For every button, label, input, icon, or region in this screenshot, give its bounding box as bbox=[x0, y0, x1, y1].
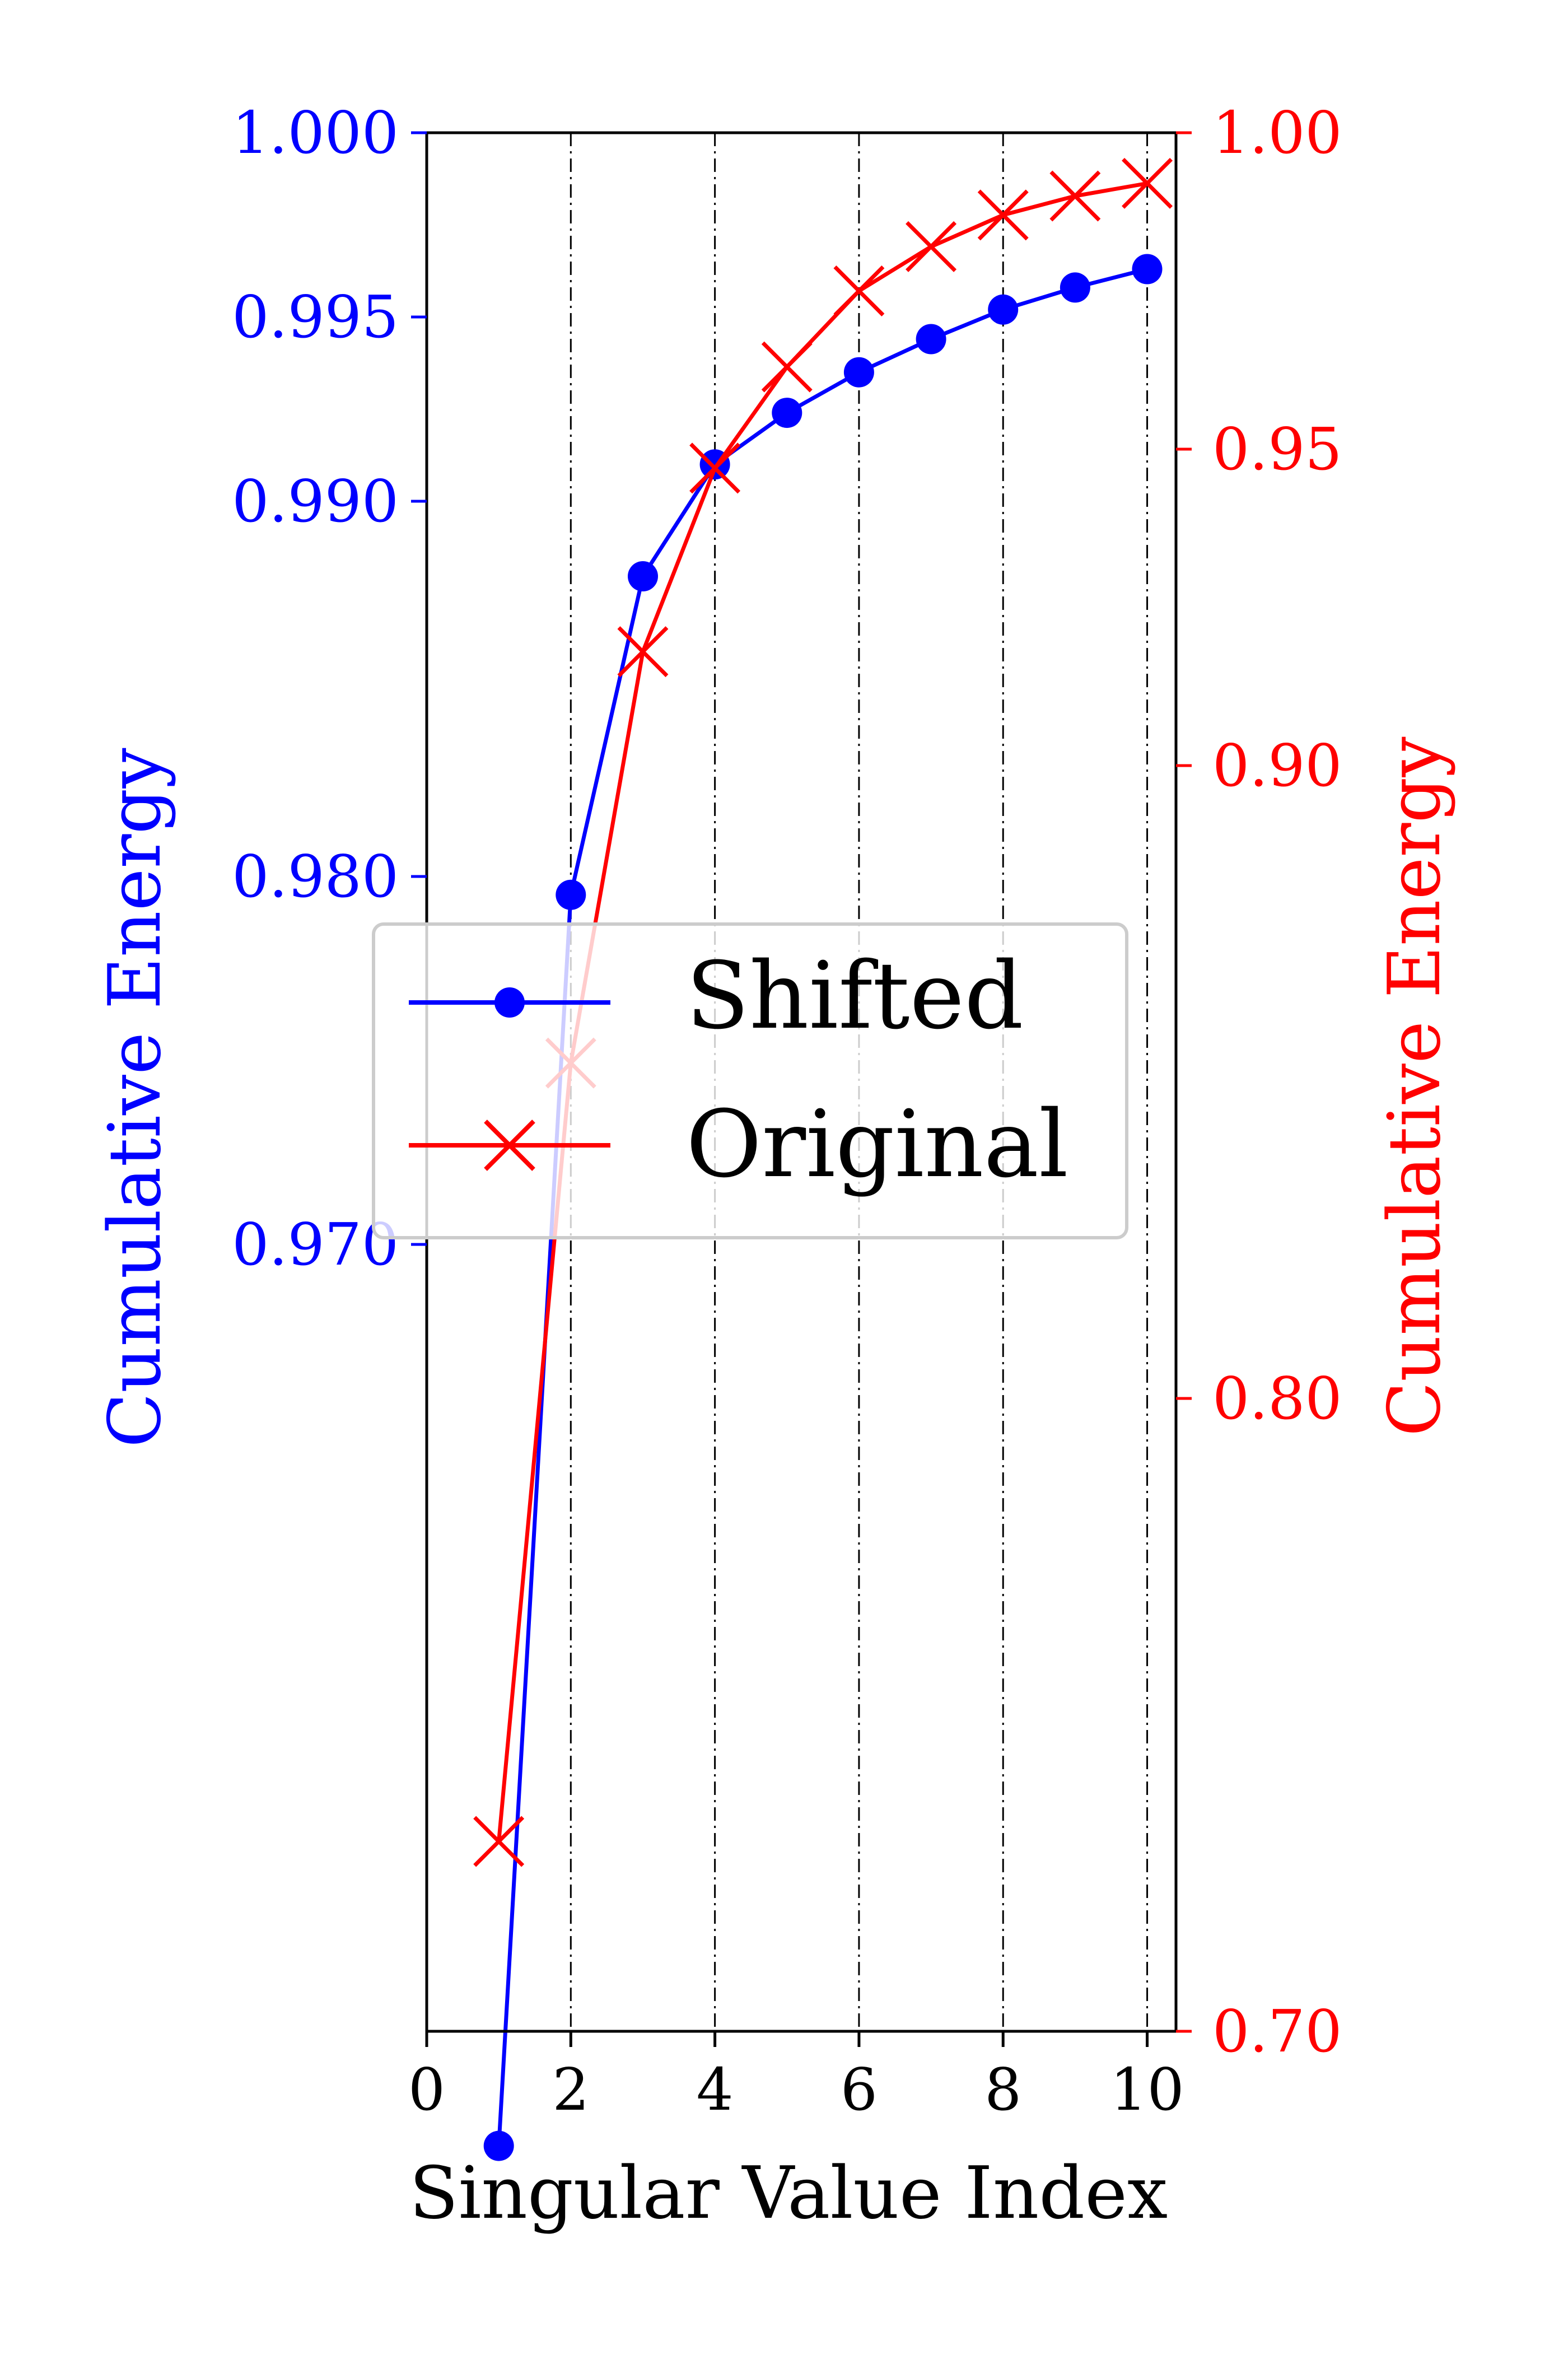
right-y-tick-label-0.95: 0.95 bbox=[1212, 415, 1342, 483]
x-tick-label-8: 8 bbox=[984, 2055, 1021, 2124]
point-shifted-3 bbox=[628, 561, 658, 591]
right-y-tick-label-0.90: 0.90 bbox=[1212, 731, 1342, 800]
legend-marker-original bbox=[484, 1120, 535, 1171]
point-shifted-10 bbox=[1132, 254, 1163, 285]
point-original-1 bbox=[473, 1816, 525, 1867]
x-tick-label-2: 2 bbox=[552, 2055, 589, 2124]
right-y-tick-label-0.70: 0.70 bbox=[1212, 1997, 1342, 2065]
left-y-tick-label-0.990: 0.990 bbox=[232, 467, 399, 535]
point-shifted-1 bbox=[483, 2130, 514, 2161]
legend-marker-shifted bbox=[494, 987, 525, 1018]
point-shifted-5 bbox=[772, 398, 802, 428]
grid bbox=[570, 133, 1149, 2031]
right-y-axis-label: Cumulative Energy bbox=[1373, 736, 1457, 1437]
point-shifted-9 bbox=[1060, 272, 1090, 303]
x-tick-label-6: 6 bbox=[841, 2055, 878, 2124]
x-tick-label-4: 4 bbox=[697, 2055, 734, 2124]
point-original-5 bbox=[761, 341, 813, 393]
point-shifted-7 bbox=[916, 324, 946, 355]
point-original-3 bbox=[617, 626, 669, 678]
left-y-tick-label-0.980: 0.980 bbox=[232, 842, 399, 911]
point-original-7 bbox=[906, 221, 957, 272]
right-y-tick-label-1.00: 1.00 bbox=[1212, 99, 1342, 167]
series-line-original bbox=[497, 181, 1148, 1842]
series-layer bbox=[473, 157, 1173, 2161]
left-y-tick-label-1.000: 1.000 bbox=[232, 99, 399, 167]
point-original-4 bbox=[689, 442, 741, 494]
point-shifted-2 bbox=[556, 879, 586, 910]
legend-label-shifted: Shifted bbox=[686, 942, 1024, 1050]
point-original-9 bbox=[1049, 170, 1101, 222]
legend-label-original: Original bbox=[686, 1090, 1068, 1198]
series-line-shifted bbox=[497, 267, 1148, 2146]
point-shifted-8 bbox=[988, 294, 1019, 325]
point-original-8 bbox=[977, 189, 1029, 241]
axis-labels: Singular Value Index Cumulative Energy C… bbox=[94, 736, 1457, 2235]
left-y-axis-label: Cumulative Energy bbox=[94, 748, 177, 1448]
left-y-tick-label-0.995: 0.995 bbox=[232, 283, 399, 351]
axes: 0 2 4 6 8 10 1.000 0.995 0.990 0.980 0.970 1.00 0.95… bbox=[232, 99, 1342, 2124]
point-original-6 bbox=[833, 265, 885, 316]
left-y-tick-label-0.970: 0.970 bbox=[232, 1210, 399, 1279]
x-tick-label-0: 0 bbox=[408, 2055, 445, 2124]
legend: Shifted Original bbox=[372, 922, 1128, 1239]
point-shifted-6 bbox=[843, 357, 874, 388]
x-tick-label-10: 10 bbox=[1110, 2055, 1184, 2124]
point-original-10 bbox=[1122, 157, 1173, 209]
x-axis-label: Singular Value Index bbox=[409, 2152, 1168, 2235]
right-y-tick-label-0.80: 0.80 bbox=[1212, 1364, 1342, 1433]
